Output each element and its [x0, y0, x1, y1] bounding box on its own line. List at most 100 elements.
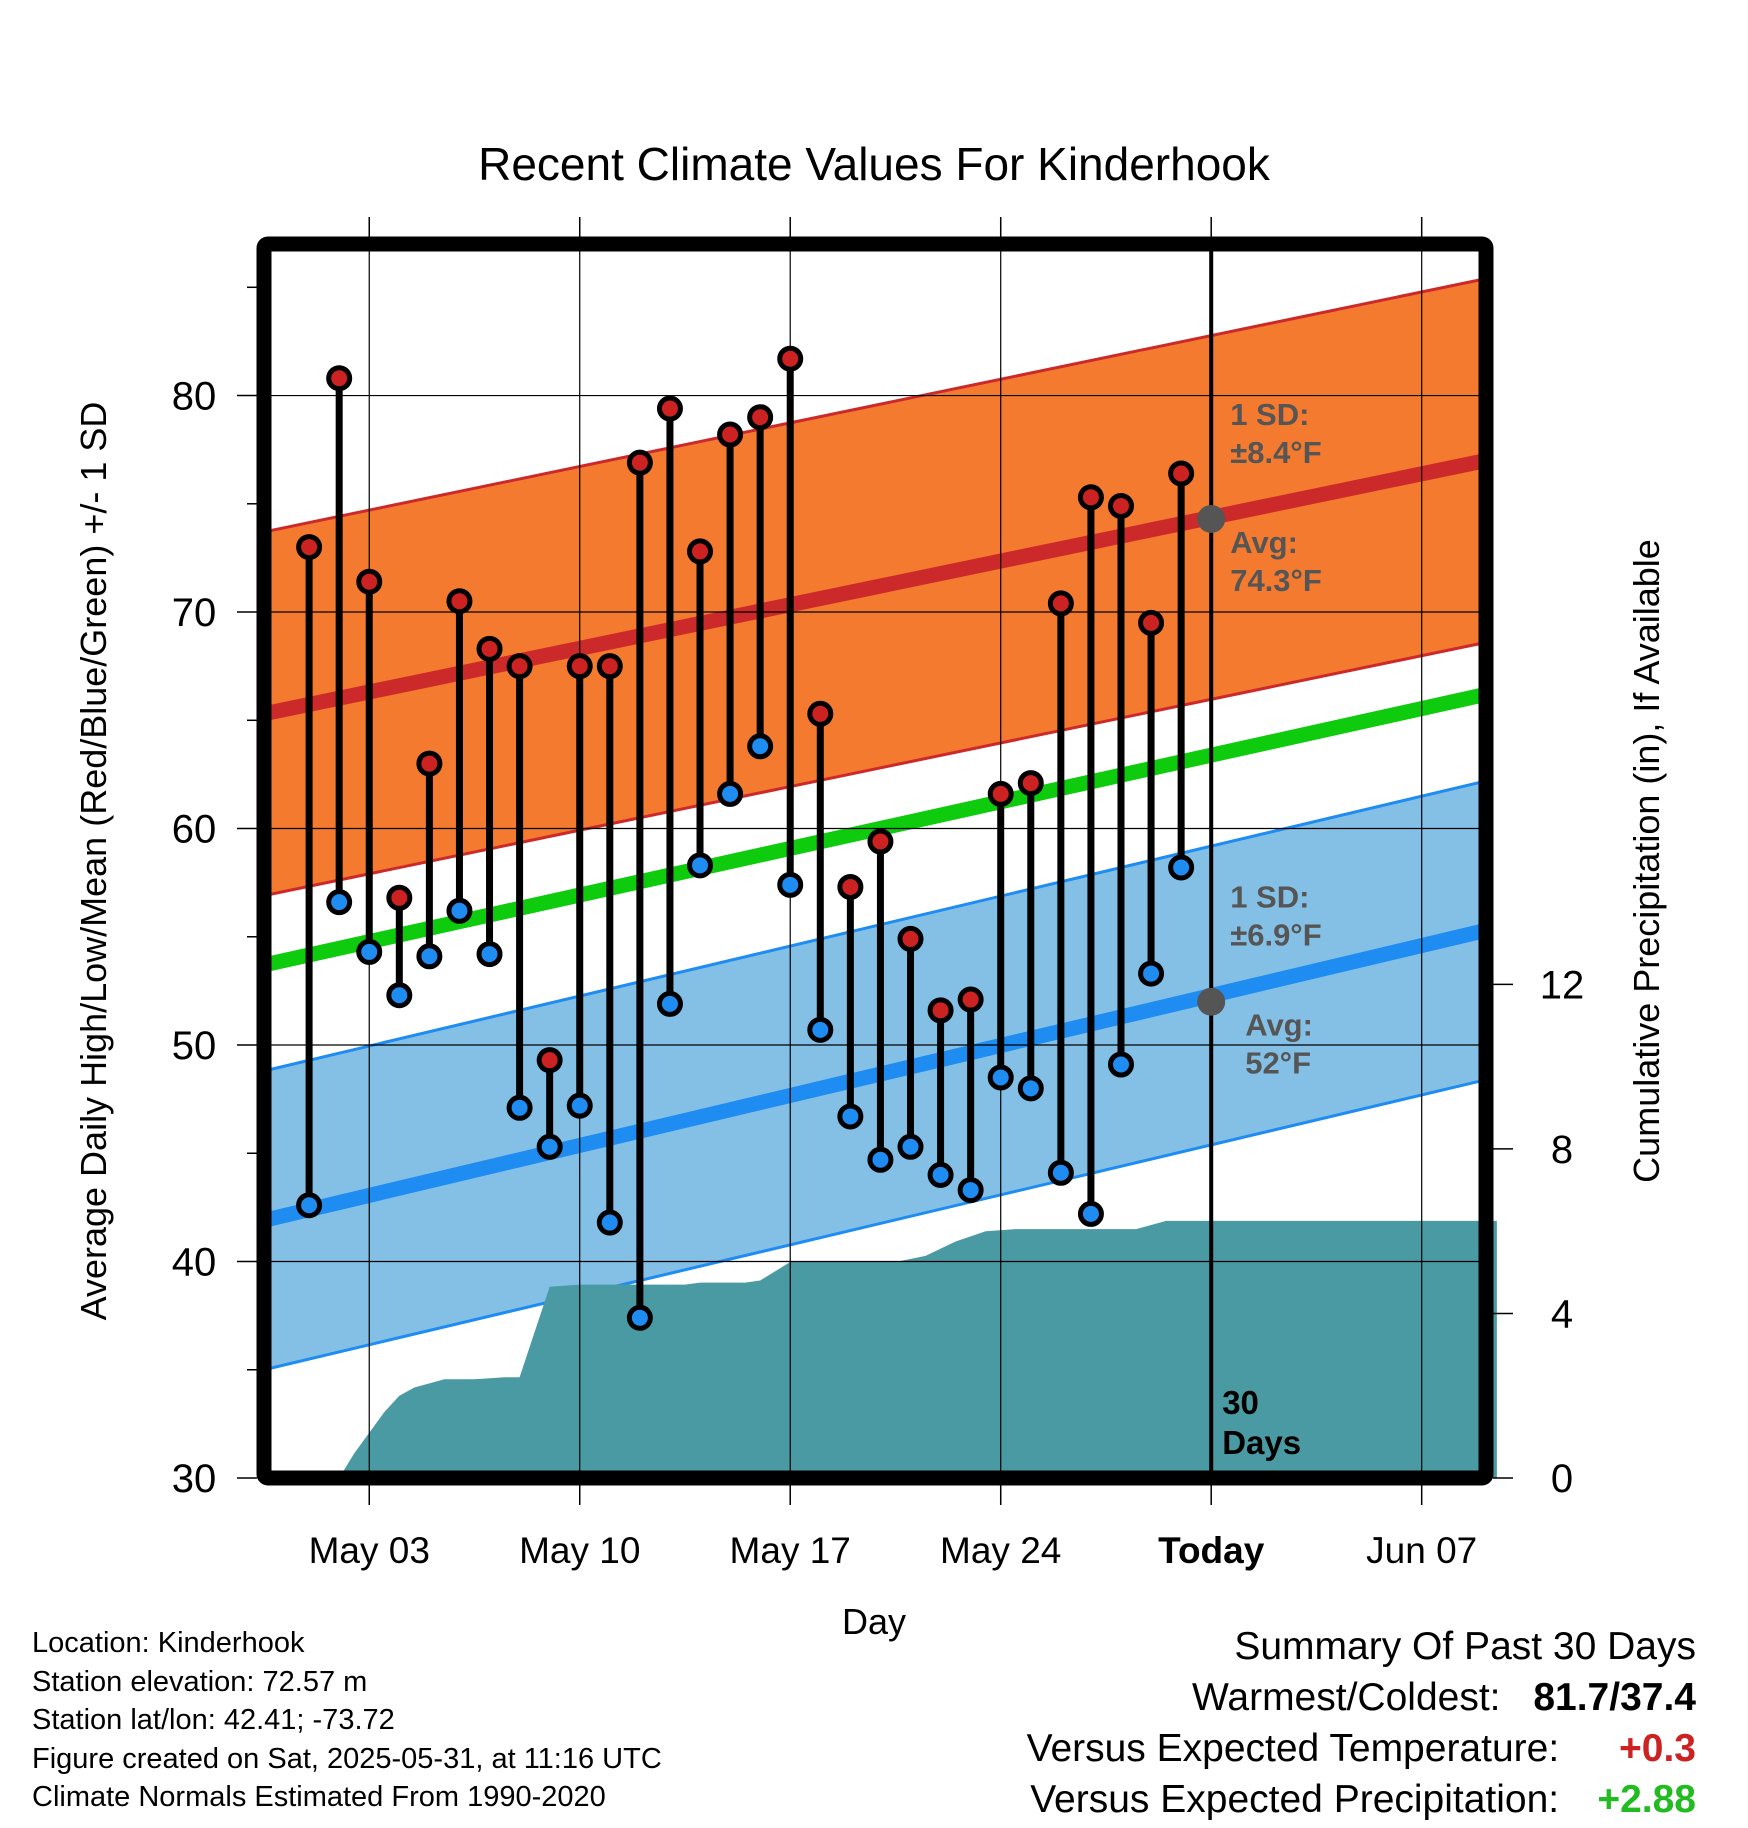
- high-sd-value: ±8.4°F: [1230, 435, 1321, 470]
- daily-high-point: [536, 1047, 563, 1074]
- plot-frame: [256, 236, 1494, 1486]
- today-high-normal-marker: [1197, 504, 1226, 533]
- low-avg-label: Avg:: [1245, 1008, 1313, 1043]
- daily-high-point: [1047, 590, 1074, 617]
- high-normal-line: [262, 453, 1488, 722]
- daily-high-point: [807, 700, 834, 727]
- high-sd-band-upper-edge: [263, 277, 1487, 534]
- summary-precip-value: +2.88: [1597, 1778, 1696, 1821]
- daily-low-point: [1017, 1075, 1044, 1102]
- daily-low-point: [807, 1016, 834, 1043]
- daily-high-point: [656, 395, 683, 422]
- x-axis-label: Day: [842, 1601, 906, 1642]
- y-tick-label: 80: [172, 375, 217, 419]
- daily-low-point: [476, 941, 503, 968]
- info-normals: Climate Normals Estimated From 1990-2020: [32, 1781, 606, 1813]
- daily-low-point: [536, 1133, 563, 1160]
- daily-high-point: [416, 750, 443, 777]
- y-tick-label: 30: [172, 1457, 217, 1501]
- info-elevation: Station elevation: 72.57 m: [32, 1665, 368, 1698]
- daily-low-point: [626, 1304, 653, 1331]
- daily-high-point: [356, 568, 383, 595]
- daily-low-point: [356, 938, 383, 965]
- low-sd-band-upper-edge: [263, 779, 1487, 1073]
- daily-high-point: [837, 873, 864, 900]
- daily-low-point: [1168, 854, 1195, 881]
- high-sd-label: 1 SD:: [1230, 397, 1309, 432]
- summary-precip-label: Versus Expected Precipitation:: [1030, 1778, 1560, 1821]
- chart-title: Recent Climate Values For Kinderhook: [478, 138, 1271, 190]
- daily-high-point: [506, 653, 533, 680]
- daily-low-point: [717, 780, 744, 807]
- low-sd-label: 1 SD:: [1230, 880, 1309, 915]
- summary-warmest-coldest-label: Warmest/Coldest:: [1192, 1676, 1501, 1719]
- daily-high-point: [386, 884, 413, 911]
- summary-warmest-coldest-value: 81.7/37.4: [1533, 1676, 1696, 1719]
- daily-high-point: [326, 365, 353, 392]
- daily-low-point: [1077, 1200, 1104, 1227]
- daily-low-point: [656, 990, 683, 1017]
- daily-high-point: [596, 653, 623, 680]
- daily-high-point: [446, 588, 473, 615]
- x-tick-label: May 10: [519, 1530, 640, 1571]
- daily-low-point: [837, 1103, 864, 1130]
- summary-temp-value: +0.3: [1619, 1727, 1696, 1770]
- x-tick-label: May 03: [309, 1530, 430, 1571]
- y-tick-label: 70: [172, 591, 217, 635]
- y-axis-label: Average Daily High/Low/Mean (Red/Blue/Gr…: [73, 402, 114, 1321]
- daily-low-point: [867, 1146, 894, 1173]
- daily-low-point: [446, 897, 473, 924]
- daily-high-point: [1107, 492, 1134, 519]
- daily-low-point: [927, 1161, 954, 1188]
- daily-low-point: [987, 1064, 1014, 1091]
- high-avg-value: 74.3°F: [1230, 563, 1322, 598]
- daily-low-point: [596, 1209, 623, 1236]
- info-latlon: Station lat/lon: 42.41; -73.72: [32, 1704, 395, 1736]
- daily-low-point: [326, 889, 353, 916]
- daily-high-point: [717, 421, 744, 448]
- daily-low-point: [566, 1092, 593, 1119]
- daily-low-point: [777, 871, 804, 898]
- low-normal-line: [262, 922, 1488, 1228]
- window-label-unit: Days: [1222, 1424, 1301, 1461]
- daily-low-point: [416, 943, 443, 970]
- daily-high-point: [566, 653, 593, 680]
- daily-high-point: [777, 345, 804, 372]
- daily-high-point: [1077, 484, 1104, 511]
- low-sd-value: ±6.9°F: [1230, 918, 1321, 953]
- daily-low-point: [747, 733, 774, 760]
- daily-high-point: [296, 534, 323, 561]
- low-sd-band-lower-edge: [263, 1078, 1487, 1372]
- daily-low-point: [1107, 1051, 1134, 1078]
- daily-low-point: [296, 1192, 323, 1219]
- today-low-normal-marker: [1197, 987, 1226, 1016]
- daily-high-point: [867, 828, 894, 855]
- daily-high-point: [747, 404, 774, 431]
- x-tick-label: May 24: [940, 1530, 1061, 1571]
- daily-low-point: [1047, 1159, 1074, 1186]
- high-avg-label: Avg:: [1230, 525, 1298, 560]
- y2-axis-label: Cumulative Precipitation (in), If Availa…: [1626, 539, 1667, 1183]
- daily-low-point: [897, 1133, 924, 1160]
- y2-tick-label: 0: [1551, 1457, 1573, 1501]
- high-sd-band-lower-edge: [263, 640, 1487, 898]
- daily-low-point: [1138, 960, 1165, 987]
- daily-high-point: [626, 449, 653, 476]
- daily-high-point: [476, 635, 503, 662]
- daily-high-point: [897, 925, 924, 952]
- daily-high-point: [1017, 770, 1044, 797]
- summary-temp-label: Versus Expected Temperature:: [1026, 1727, 1560, 1770]
- daily-low-point: [957, 1177, 984, 1204]
- x-tick-label: Jun 07: [1366, 1530, 1477, 1571]
- daily-high-point: [927, 997, 954, 1024]
- daily-high-point: [987, 780, 1014, 807]
- low-avg-value: 52°F: [1245, 1046, 1311, 1081]
- y-tick-label: 60: [172, 808, 217, 852]
- info-created: Figure created on Sat, 2025-05-31, at 11…: [32, 1742, 662, 1775]
- daily-high-point: [1168, 460, 1195, 487]
- precip-area: [264, 1220, 1497, 1478]
- daily-high-point: [1138, 609, 1165, 636]
- window-label-number: 30: [1222, 1384, 1259, 1421]
